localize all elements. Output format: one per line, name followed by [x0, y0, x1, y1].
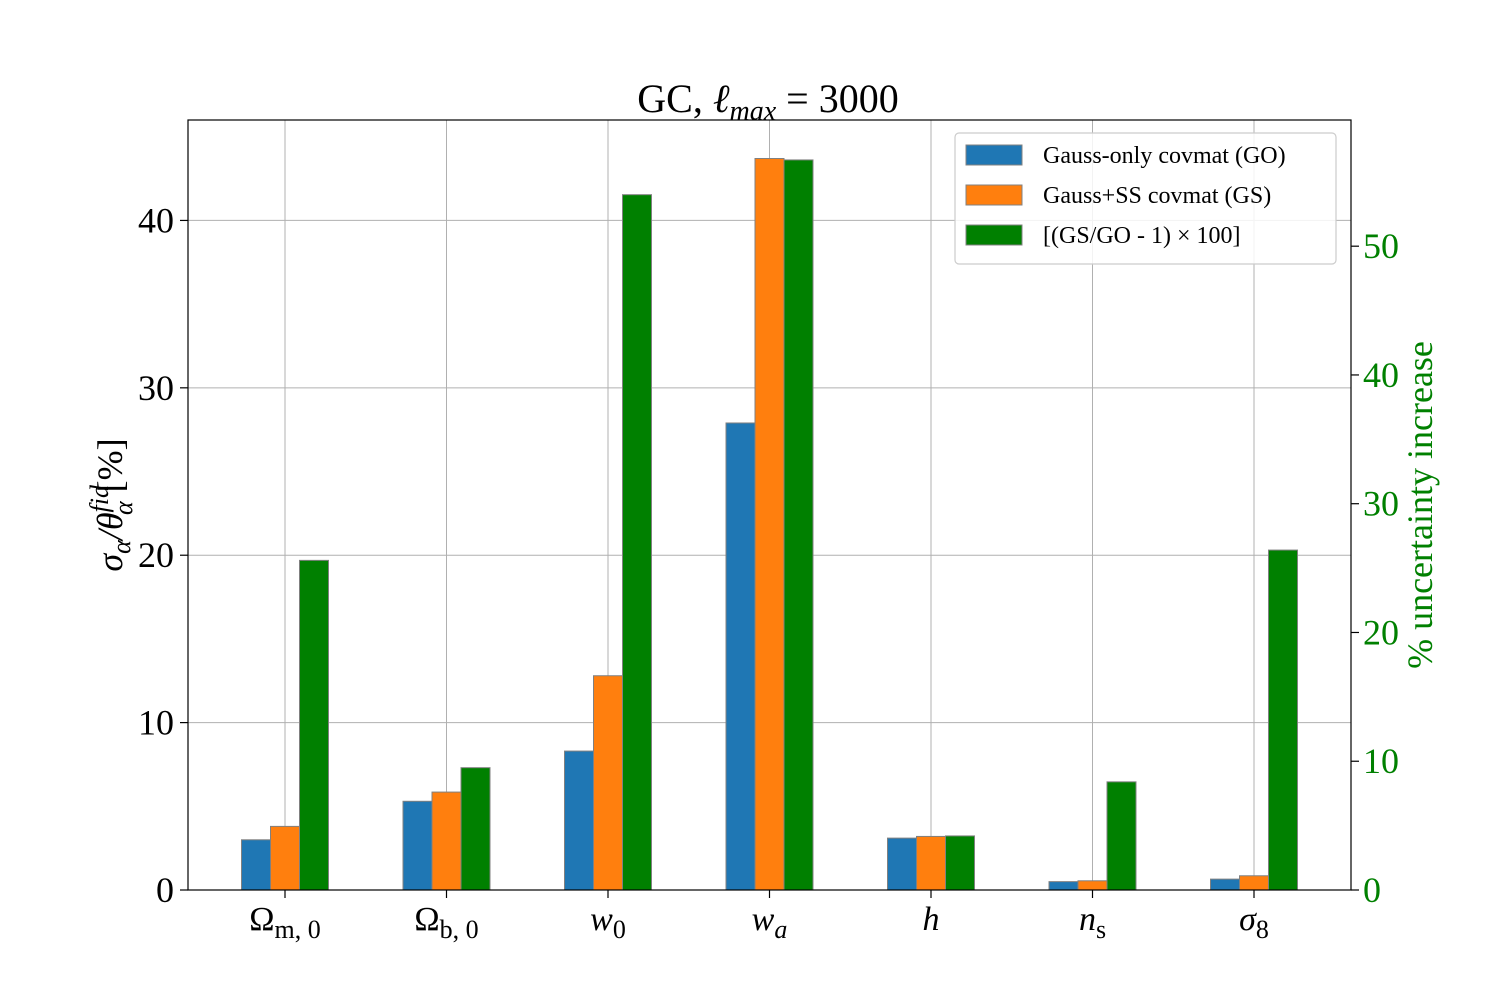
bar-go: [725, 422, 756, 891]
y2-tick-label: 30: [1363, 484, 1399, 524]
bar-increase: [299, 559, 329, 891]
y2-axis-label: % uncertainty increase: [1400, 341, 1440, 669]
bar-gs: [916, 835, 946, 891]
x-tick-label: ns: [1079, 901, 1106, 944]
bar-go: [241, 839, 271, 891]
bar-go: [402, 800, 433, 891]
bar-increase: [1268, 549, 1298, 891]
y-tick-label: 10: [138, 703, 174, 743]
y2-tick-label: 10: [1363, 741, 1399, 781]
x-tick-label: h: [923, 901, 940, 938]
legend-label: [(GS/GO - 1) × 100]: [1043, 223, 1241, 249]
x-tick-label: w0: [590, 901, 626, 944]
y2-tick-label: 20: [1363, 612, 1399, 652]
legend-swatch: [965, 144, 1023, 166]
bar-go: [1048, 881, 1079, 891]
x-tick-label: wa: [752, 901, 788, 944]
bar-gs: [1077, 880, 1108, 891]
bar-gs: [754, 158, 785, 891]
x-tick-label: Ωb, 0: [414, 901, 478, 944]
y2-tick-label: 50: [1363, 226, 1399, 266]
bar-increase: [622, 194, 652, 891]
bars: [241, 158, 1298, 891]
bar-go: [887, 837, 917, 891]
bar-gs: [593, 675, 623, 891]
bar-increase: [783, 159, 814, 891]
legend: Gauss-only covmat (GO) Gauss+SS covmat (G…: [954, 132, 1337, 265]
legend-frame: [954, 132, 1337, 265]
y2-tick-label: 40: [1363, 355, 1399, 395]
y-tick-label: 0: [156, 870, 174, 910]
y-tick-label: 30: [138, 368, 174, 408]
x-tick-label: σ8: [1239, 901, 1269, 944]
y-tick-label: 40: [138, 200, 174, 240]
legend-label: Gauss+SS covmat (GS): [1043, 183, 1271, 209]
chart-title: GC, ℓmax = 3000: [637, 76, 898, 127]
legend-swatch: [965, 184, 1023, 206]
legend-swatch: [965, 224, 1023, 246]
x-tick-label: Ωm, 0: [249, 901, 321, 944]
bar-gs: [270, 825, 300, 891]
y-tick-label: 20: [138, 535, 174, 575]
bar-gs: [1239, 875, 1269, 891]
y-axis-label: σα/θfidα [%]: [85, 438, 138, 571]
bar-gs: [431, 791, 462, 891]
bar-increase: [1106, 781, 1137, 891]
bar-increase: [945, 835, 975, 891]
y2-tick-label: 0: [1363, 870, 1381, 910]
legend-label: Gauss-only covmat (GO): [1043, 143, 1286, 169]
axes: 0 10 20 30 40 0 10 20 30 40 50 Ωm, 0 Ωb, 0 w0 wa h ns σ8: [138, 119, 1399, 944]
bar-go: [564, 750, 594, 891]
bar-go: [1210, 878, 1240, 891]
bar-increase: [460, 767, 491, 891]
